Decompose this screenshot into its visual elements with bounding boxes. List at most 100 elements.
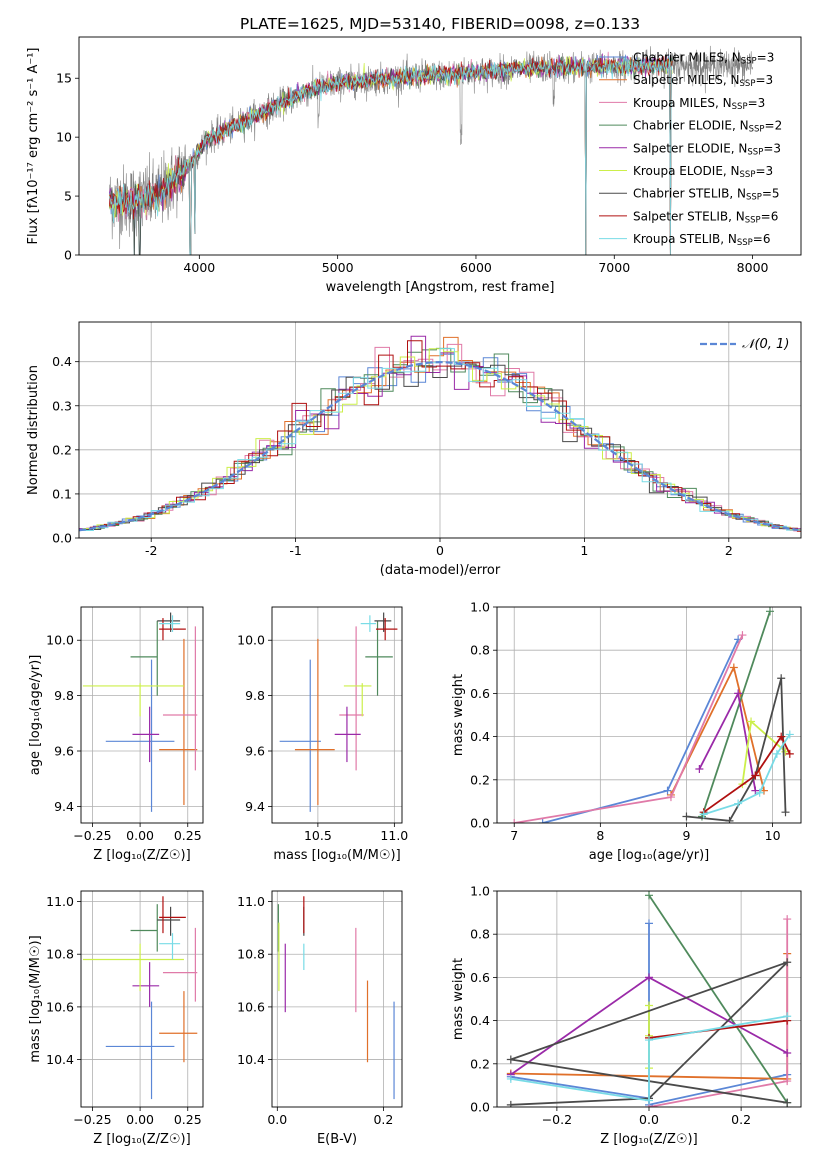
plot-area bbox=[272, 891, 402, 1107]
series-line-chabrier_elodie bbox=[701, 611, 771, 817]
y-tick-label: 5 bbox=[64, 189, 72, 204]
series-marker-kroupa_miles bbox=[510, 819, 519, 823]
legend-label-salpeter_elodie: Salpeter ELODIE, NSSP=3 bbox=[633, 141, 781, 157]
legend-label-salpeter_stelib: Salpeter STELIB, NSSP=6 bbox=[633, 209, 778, 225]
panel-mass_vs_EBV: 0.0 0.2 10.4 10.6 10.8 11.0 E(B-V) bbox=[237, 890, 403, 1147]
series-marker-kroupa_miles bbox=[738, 631, 747, 640]
y-tick-label: 0.2 bbox=[470, 1056, 490, 1071]
y-tick-label: 0.2 bbox=[52, 442, 72, 457]
series-marker-salpeter_stelib bbox=[785, 749, 794, 758]
x-tick-label: 5000 bbox=[322, 260, 354, 275]
series-marker-chabrier_miles bbox=[663, 786, 672, 795]
y-tick-label: 0.8 bbox=[470, 643, 490, 658]
plot-area bbox=[109, 45, 753, 255]
y-tick-label: 0.6 bbox=[470, 970, 490, 985]
x-axis-label: age [log₁₀(age/yr)] bbox=[589, 848, 710, 863]
series-marker-kroupa_miles bbox=[783, 1077, 792, 1086]
series-marker-kroupa_stelib bbox=[699, 810, 708, 819]
model-spectrum-chabrier_stelib bbox=[109, 55, 673, 255]
series-marker-salpeter_stelib bbox=[751, 771, 760, 780]
series-marker-kroupa_stelib bbox=[772, 749, 781, 758]
x-tick-label: 10.5 bbox=[304, 828, 332, 843]
panel-residual_histogram: -2 -1 0 1 2 0.0 0.1 0.2 0.3 0.4 (data-model)/error… bbox=[26, 321, 802, 578]
y-tick-label: 0.0 bbox=[52, 531, 72, 546]
series-marker-chabrier_stelib bbox=[682, 812, 691, 821]
y-axis-label: mass weight bbox=[451, 674, 466, 756]
series-marker-kroupa_stelib bbox=[645, 1096, 653, 1105]
panel-mass_weight_vs_age: 7 8 9 10 0.0 0.2 0.4 0.6 0.8 1.0 age [log₁₀(age/yr… bbox=[451, 600, 802, 863]
axes-frame bbox=[78, 321, 802, 539]
y-axis-label: Flux [fλ10⁻¹⁷ erg cm⁻² s⁻¹ A⁻¹] bbox=[26, 48, 41, 245]
y-tick-label: 15 bbox=[56, 71, 72, 86]
series-marker-kroupa_miles bbox=[666, 793, 675, 802]
series-marker-kroupa_stelib bbox=[785, 730, 794, 739]
x-axis-label: E(B-V) bbox=[317, 1132, 357, 1147]
x-tick-label: -2 bbox=[145, 543, 157, 558]
series-marker-salpeter_elodie bbox=[695, 765, 704, 773]
x-tick-label: 0.25 bbox=[174, 828, 202, 843]
x-tick-label: 10 bbox=[765, 828, 781, 843]
series-marker-chabrier_miles bbox=[645, 919, 653, 928]
series-marker-chabrier_stelib bbox=[783, 1098, 792, 1107]
panel-mass_vs_Z: −0.25 0.00 0.25 10.4 10.6 10.8 11.0 Z [log₁₀(Z/… bbox=[28, 890, 204, 1147]
x-axis-label: Z [log₁₀(Z/Z☉)] bbox=[600, 1132, 697, 1147]
x-tick-label: 6000 bbox=[460, 260, 492, 275]
series-marker-kroupa_stelib bbox=[506, 1074, 515, 1083]
plot-area bbox=[272, 607, 402, 823]
panel-age_vs_mass: 10.5 11.0 9.4 9.6 9.8 10.0 mass [log₁₀(M/M☉)] bbox=[237, 606, 408, 863]
plot-area bbox=[497, 891, 801, 1107]
x-axis-label: Z [log₁₀(Z/Z☉)] bbox=[93, 1132, 190, 1147]
axes-frame bbox=[271, 606, 403, 824]
legend-label-gaussian: 𝒩(0, 1) bbox=[742, 337, 789, 352]
y-tick-label: 10.8 bbox=[46, 947, 74, 962]
y-axis-label: mass weight bbox=[451, 958, 466, 1040]
series-marker-salpeter_elodie bbox=[751, 786, 760, 795]
y-tick-label: 10.4 bbox=[46, 1052, 74, 1067]
legend-label-chabrier_stelib: Chabrier STELIB, NSSP=5 bbox=[633, 187, 780, 203]
y-tick-label: 10.8 bbox=[237, 947, 265, 962]
series-marker-salpeter_stelib bbox=[777, 732, 786, 741]
series-marker-kroupa_stelib bbox=[755, 788, 764, 797]
y-axis-label: mass [log₁₀(M/M☉)] bbox=[28, 935, 43, 1062]
x-tick-label: −0.25 bbox=[73, 1112, 111, 1127]
x-tick-label: 0.2 bbox=[373, 1112, 393, 1127]
x-tick-label: −0.25 bbox=[73, 828, 111, 843]
series-line-salpeter_stelib bbox=[703, 734, 791, 813]
x-tick-label: 7 bbox=[510, 828, 518, 843]
series-marker-chabrier_elodie bbox=[645, 891, 653, 900]
axes-frame bbox=[80, 606, 204, 824]
series-line-kroupa_stelib bbox=[510, 1015, 788, 1102]
x-tick-label: −0.2 bbox=[542, 1112, 572, 1127]
series-line-chabrier_elodie bbox=[648, 894, 788, 1104]
y-tick-label: 11.0 bbox=[46, 894, 74, 909]
x-tick-label: 8000 bbox=[737, 260, 769, 275]
series-marker-chabrier_stelib bbox=[783, 958, 792, 967]
series-marker-chabrier_stelib bbox=[781, 808, 790, 817]
series-line-kroupa_miles bbox=[514, 634, 744, 823]
series-line-salpeter_stelib bbox=[648, 1019, 788, 1039]
figure-title: PLATE=1625, MJD=53140, FIBERID=0098, z=0… bbox=[240, 15, 640, 33]
axes-frame bbox=[496, 890, 802, 1108]
x-tick-label: 0.00 bbox=[126, 828, 154, 843]
x-tick-label: 1 bbox=[580, 543, 588, 558]
y-tick-label: 0.4 bbox=[470, 729, 490, 744]
x-axis-label: Z [log₁₀(Z/Z☉)] bbox=[93, 848, 190, 863]
series-line-chabrier_miles bbox=[510, 923, 788, 1106]
plot-area bbox=[81, 891, 203, 1107]
series-marker-chabrier_stelib bbox=[506, 1100, 515, 1107]
series-marker-salpeter_miles bbox=[729, 663, 738, 672]
x-tick-label: 0.00 bbox=[126, 1112, 154, 1127]
y-tick-label: 9.8 bbox=[245, 688, 265, 703]
series-marker-kroupa_stelib bbox=[783, 1012, 792, 1021]
y-tick-label: 11.0 bbox=[237, 894, 265, 909]
legend-label-chabrier_miles: Chabrier MILES, NSSP=3 bbox=[633, 51, 774, 67]
y-tick-label: 0.0 bbox=[470, 1100, 490, 1115]
series-marker-chabrier_miles bbox=[538, 819, 547, 823]
x-tick-label: 11.0 bbox=[380, 828, 408, 843]
x-tick-label: 0.2 bbox=[731, 1112, 751, 1127]
y-tick-label: 0.1 bbox=[52, 486, 72, 501]
legend-label-kroupa_stelib: Kroupa STELIB, NSSP=6 bbox=[633, 232, 771, 248]
axes-frame bbox=[271, 890, 403, 1108]
x-tick-label: 8 bbox=[596, 828, 604, 843]
